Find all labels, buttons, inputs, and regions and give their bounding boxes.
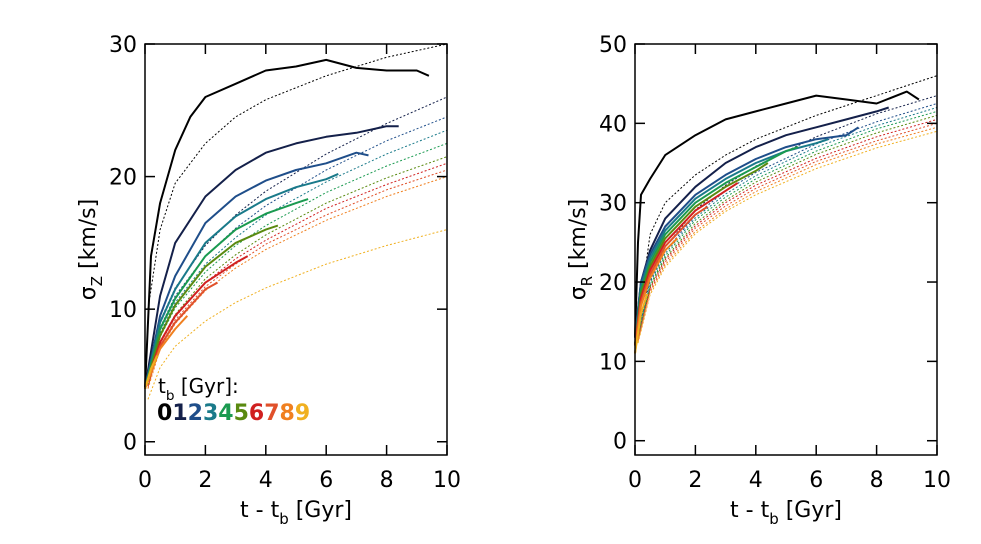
x-axis-label-part: t - t [730, 498, 770, 523]
y-tick-label: 10 [599, 350, 627, 375]
y-axis-label-part: [km/s] [566, 199, 591, 276]
legend-title-part: t [158, 374, 166, 398]
x-tick-label: 6 [809, 468, 823, 493]
x-axis-label: t - tb [Gyr] [730, 498, 842, 528]
legend-entry: 9 [295, 401, 310, 426]
legend-entry: 8 [280, 401, 295, 426]
legend-entry: 5 [234, 401, 249, 426]
fit-line [147, 156, 448, 385]
fit-line [147, 176, 448, 389]
x-tick-label: 0 [628, 468, 642, 493]
x-tick-label: 8 [870, 468, 884, 493]
x-axis-label: t - tb [Gyr] [240, 498, 352, 528]
data-line [144, 198, 309, 389]
y-tick-label: 30 [599, 192, 627, 217]
x-axis-label-part: [Gyr] [779, 498, 842, 523]
legend: 0123456789 [157, 401, 310, 426]
data-line [634, 146, 799, 346]
legend-title-part: [Gyr]: [174, 374, 238, 398]
y-axis-label-part: [km/s] [76, 199, 101, 276]
legend-entry: 1 [172, 401, 187, 426]
fit-line [637, 110, 938, 337]
x-tick-label: 10 [923, 468, 951, 493]
x-tick-label: 10 [433, 468, 461, 493]
legend-entry: 3 [203, 401, 218, 426]
y-axis-label: σZ [km/s] [76, 199, 106, 300]
y-tick-label: 20 [109, 166, 137, 191]
legend-entry: 4 [218, 401, 233, 426]
fit-line [637, 126, 938, 342]
data-line [634, 90, 920, 338]
fit-line [147, 116, 448, 377]
y-tick-label: 0 [123, 431, 137, 456]
legend-entry: 0 [157, 401, 172, 426]
legend-title-part: b [166, 388, 175, 404]
fit-line [637, 122, 938, 341]
y-tick-label: 20 [599, 271, 627, 296]
plot-frame [634, 43, 938, 456]
y-tick-label: 30 [109, 33, 137, 58]
data-line [144, 255, 249, 390]
x-axis-label-part: [Gyr] [289, 498, 352, 523]
fit-line [147, 96, 448, 373]
data-line [144, 224, 279, 389]
data-line [634, 162, 769, 346]
x-axis-label-part: b [279, 510, 289, 528]
y-axis-label-part: R [578, 276, 596, 286]
x-tick-label: 0 [138, 468, 152, 493]
y-axis-label: σR [km/s] [566, 199, 596, 301]
y-axis-label-part: Z [88, 276, 106, 286]
data-line [144, 315, 189, 390]
data-line [144, 151, 369, 389]
data-line [144, 125, 399, 389]
y-tick-label: 40 [599, 112, 627, 137]
data-line [634, 182, 739, 346]
y-tick-label: 50 [599, 33, 627, 58]
x-tick-label: 2 [688, 468, 702, 493]
data-line [144, 58, 430, 389]
fit-line [637, 130, 938, 344]
data-line [634, 126, 860, 338]
legend-entry: 7 [264, 401, 279, 426]
fit-line [637, 114, 938, 338]
fit-line [147, 43, 448, 310]
data-line [144, 172, 339, 389]
x-axis-label-part: t - t [240, 498, 280, 523]
data-line [634, 138, 829, 346]
x-axis-label-part: b [769, 510, 779, 528]
data-line [144, 355, 159, 389]
legend-entry: 2 [188, 401, 203, 426]
legend-entry: 6 [249, 401, 264, 426]
fit-line [637, 118, 938, 340]
x-tick-label: 4 [259, 468, 273, 493]
x-tick-label: 4 [749, 468, 763, 493]
plot-frame [144, 43, 448, 456]
x-tick-label: 6 [319, 468, 333, 493]
legend-title: tb [Gyr]: [158, 374, 239, 404]
data-line [634, 293, 649, 354]
y-axis-label-part: σ [76, 286, 101, 300]
fit-line [637, 95, 938, 333]
fit-line [637, 107, 938, 336]
data-line [634, 106, 890, 338]
x-tick-label: 2 [198, 468, 212, 493]
x-tick-label: 8 [380, 468, 394, 493]
fit-line [147, 129, 448, 380]
y-tick-label: 0 [613, 430, 627, 455]
fit-line [637, 75, 938, 322]
y-tick-label: 10 [109, 298, 137, 323]
y-axis-label-part: σ [566, 286, 591, 300]
